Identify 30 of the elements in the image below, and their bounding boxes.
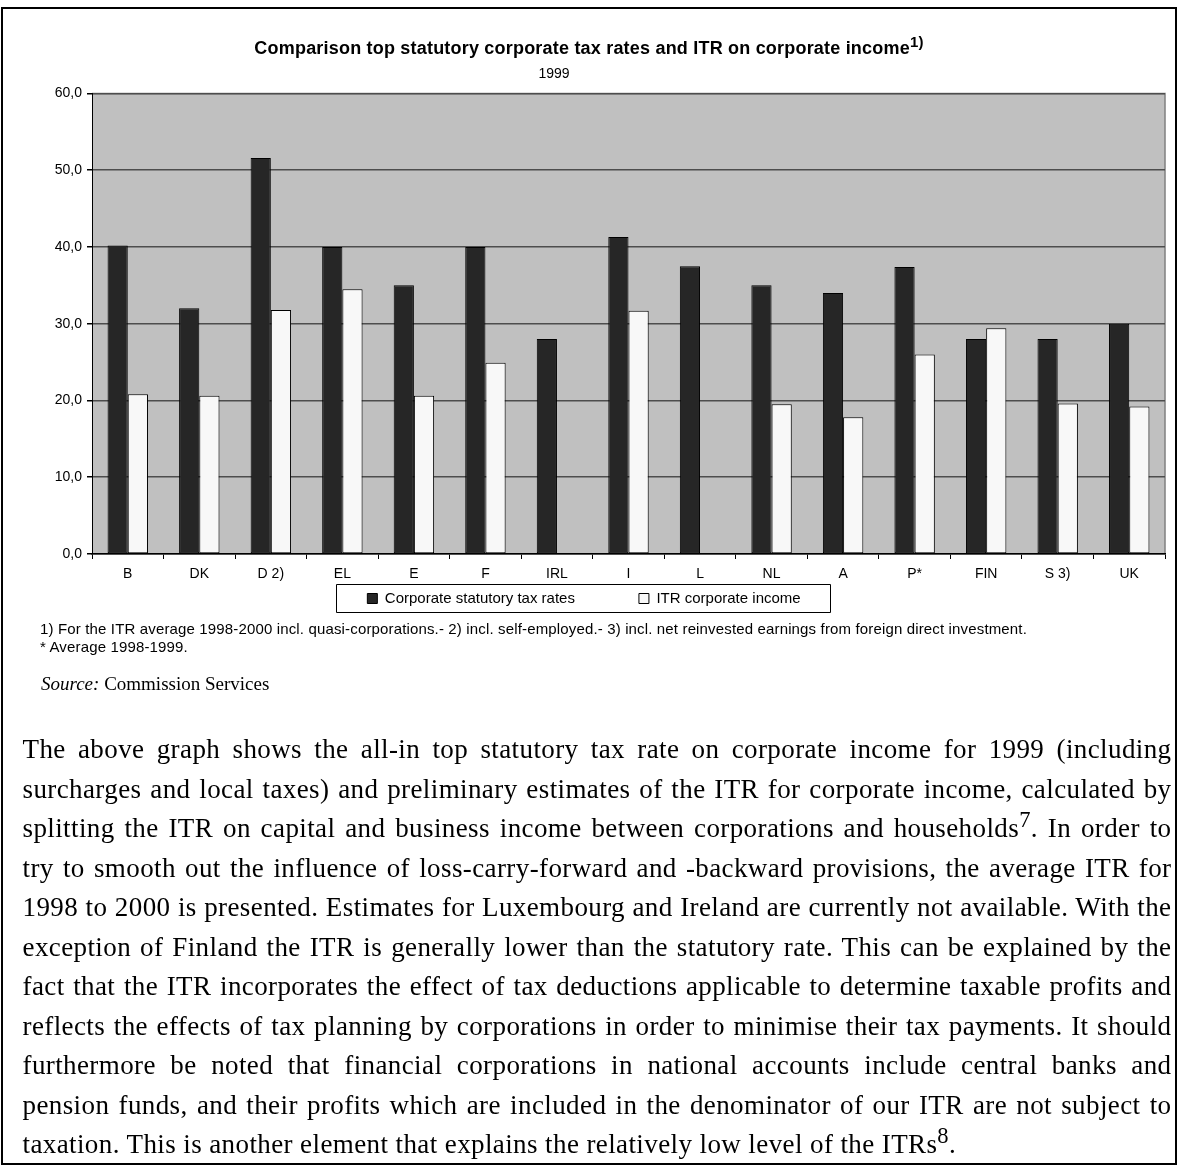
y-tick-label: 30,0 xyxy=(54,314,83,331)
x-tick-label: IRL xyxy=(546,565,569,582)
x-tick-label: DK xyxy=(189,565,210,582)
x-tick-label: E xyxy=(409,565,419,582)
x-tick-label: I xyxy=(626,565,631,582)
x-tick-label: EL xyxy=(333,565,352,582)
x-tick-label: S 3) xyxy=(1044,565,1071,582)
y-tick-label: 40,0 xyxy=(54,237,83,254)
x-tick-label: A xyxy=(838,565,849,582)
x-tick-label: B xyxy=(123,565,133,582)
text: 1) For the ITR average 1998-2000 incl. quasi-corporations.- 2) incl. self-employed.- 3) incl. net reinvested earnings from foreign direct investment. xyxy=(40,620,1028,638)
x-tick-label: NL xyxy=(762,565,781,582)
y-tick-label: 20,0 xyxy=(54,391,83,408)
x-tick-label: F xyxy=(481,565,490,582)
legend-label: ITR corporate income xyxy=(656,588,801,606)
x-tick-label: L xyxy=(696,565,705,582)
x-tick-label: UK xyxy=(1119,565,1140,582)
x-tick-label: D 2) xyxy=(257,565,285,582)
chart-subtitle: 1999 xyxy=(537,64,571,81)
chart-title: Comparison top statutory corporate tax rates and ITR on corporate income$^{1)}$ xyxy=(253,32,925,59)
x-tick-label: P* xyxy=(907,565,923,582)
text: The above graph shows the all-in top statutory tax rate on corporate income for 1999 (including surcharges and local taxes) and preliminary estimates of the ITR for corporate income, calculated by splitting the ITR on capital and business income between corporations and households$^{7}$. In order to try to smooth out the influence of loss-carry-forward and -backward provisions, the average ITR for 1998 to 2000 is presented. Estimates for Luxembourg and Ireland are currently not available. With the exception of Finland the ITR is generally lower than the statutory rate. This can be explained by the fact that the ITR incorporates the effect of tax deductions applicable to determine taxable profits and reflects the effects of tax planning by corporations in order to minimise their tax payments. It should furthermore be noted that financial corporations in national accounts include central banks and pension funds, and their profits which are included in the denominator of our ITR are not subject to taxation. This is another element that explains the relatively low level of the ITRs$^{8}$. xyxy=(22,734,1172,1160)
text: * Average 1998-1999. xyxy=(40,637,189,655)
source-note: Source: Commission Services xyxy=(41,673,270,694)
x-tick-label: FIN xyxy=(974,565,998,582)
y-tick-label: 0,0 xyxy=(62,544,83,561)
y-tick-label: 50,0 xyxy=(54,161,83,178)
y-tick-label: 60,0 xyxy=(54,84,83,101)
legend-label: Corporate statutory tax rates xyxy=(384,588,575,606)
y-tick-label: 10,0 xyxy=(54,468,83,485)
